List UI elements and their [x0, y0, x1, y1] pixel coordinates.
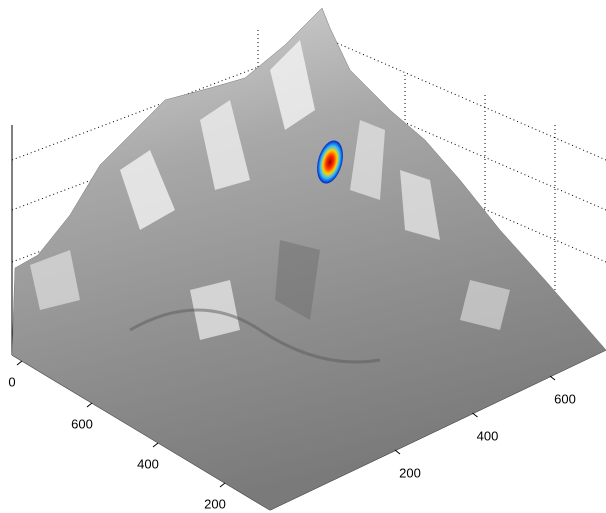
- chart: 0 600 400 200 200 400 600: [0, 0, 606, 513]
- x-tick: [550, 376, 555, 380]
- x-tick: [395, 450, 400, 454]
- y-tick: [220, 483, 225, 487]
- y-tick: [87, 403, 92, 407]
- y-tick: [17, 361, 22, 365]
- y-tick-label: 200: [204, 496, 226, 511]
- x-tick-label: 400: [477, 428, 499, 443]
- x-tick-label: 200: [399, 465, 421, 480]
- x-tick-label: 600: [554, 391, 576, 406]
- y-tick-label: 600: [71, 416, 93, 431]
- surface: [12, 8, 606, 510]
- y-tick: [153, 443, 158, 447]
- x-tick: [473, 413, 478, 417]
- y-tick-label: 400: [137, 456, 159, 471]
- page: 0600400200200400600 (() => { const data …: [0, 0, 606, 513]
- y-tick-label: 0: [8, 374, 15, 389]
